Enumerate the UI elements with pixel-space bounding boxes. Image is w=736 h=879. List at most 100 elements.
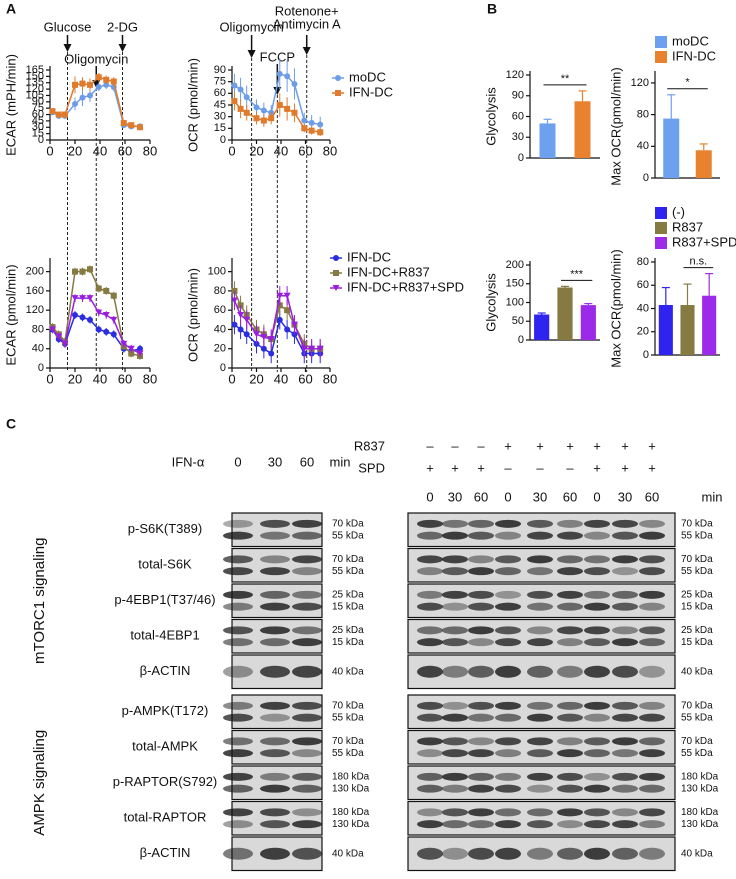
blot	[231, 583, 323, 619]
band	[468, 772, 494, 781]
data-point	[95, 309, 103, 316]
data-point	[267, 336, 275, 343]
band	[292, 665, 322, 678]
marker-label: 25 kDa	[681, 589, 713, 600]
band	[527, 713, 553, 722]
row-label: p-AMPK(T172)	[122, 703, 209, 718]
band	[612, 665, 638, 678]
data-point	[237, 105, 244, 112]
sign: –	[504, 460, 512, 475]
marker-label: 130 kDa	[332, 819, 370, 830]
band	[527, 567, 553, 576]
bar	[539, 123, 556, 158]
legend-swatch	[655, 36, 667, 48]
band	[223, 602, 253, 611]
x-tick-label: 20	[68, 371, 82, 386]
data-point	[49, 326, 56, 333]
band	[495, 602, 521, 611]
marker-label: 180 kDa	[332, 771, 370, 782]
data-point	[276, 316, 283, 323]
data-point	[284, 73, 291, 80]
sign: –	[451, 438, 459, 453]
band	[527, 820, 553, 829]
band	[468, 626, 494, 635]
y-tick-label: 80	[637, 109, 649, 121]
band	[557, 701, 583, 710]
data-point	[237, 312, 245, 318]
significance-label: ***	[570, 268, 584, 280]
time-unit: min	[702, 489, 723, 504]
band	[584, 555, 610, 564]
y-axis-label: ECAR (pmol/min)	[3, 264, 18, 365]
marker-label: 55 kDa	[332, 566, 364, 577]
marker-label: 70 kDa	[681, 554, 713, 565]
band	[639, 820, 665, 829]
band	[584, 626, 610, 635]
legend-label: moDC	[672, 33, 709, 48]
band	[468, 531, 494, 540]
band	[223, 784, 253, 793]
band	[260, 701, 290, 710]
time-label: 60	[300, 454, 314, 469]
x-tick-label: 20	[249, 143, 263, 158]
band	[417, 602, 443, 611]
band	[639, 590, 665, 599]
band	[495, 847, 521, 860]
sign: +	[648, 438, 656, 453]
band	[292, 772, 322, 781]
bar	[658, 305, 673, 355]
band	[557, 531, 583, 540]
band	[417, 555, 443, 564]
blot	[231, 547, 323, 583]
x-tick-label: 80	[143, 371, 157, 386]
marker-label: 40 kDa	[681, 848, 713, 859]
data-point	[284, 105, 291, 112]
band	[639, 772, 665, 781]
band	[442, 590, 468, 599]
time-label: 30	[618, 489, 632, 504]
band	[417, 590, 443, 599]
band	[639, 665, 665, 678]
sign: +	[504, 438, 512, 453]
marker-label: 130 kDa	[681, 783, 719, 794]
band	[223, 847, 253, 860]
band	[292, 784, 322, 793]
data-point	[72, 268, 78, 275]
x-tick-label: 80	[323, 371, 337, 386]
legend-marker	[332, 285, 340, 291]
band	[612, 531, 638, 540]
band	[468, 847, 494, 860]
band	[223, 701, 253, 710]
band	[495, 749, 521, 758]
data-point	[87, 81, 93, 88]
data-point	[137, 124, 143, 131]
band	[223, 531, 253, 540]
band	[442, 808, 468, 817]
legend-label: IFN-DC	[349, 84, 393, 99]
band	[612, 701, 638, 710]
blot	[231, 512, 323, 548]
band	[557, 519, 583, 528]
band	[417, 847, 443, 860]
time-label: 60	[645, 489, 659, 504]
injection-label: Rotenone+	[275, 3, 339, 18]
blot	[231, 765, 323, 801]
sign: +	[621, 460, 629, 475]
panel-label: B	[487, 1, 497, 17]
band	[639, 555, 665, 564]
data-point	[71, 295, 79, 302]
marker-label: 70 kDa	[332, 554, 364, 565]
band	[442, 713, 468, 722]
bar	[695, 150, 712, 178]
data-point	[268, 115, 275, 122]
data-point	[300, 345, 308, 352]
band	[260, 820, 290, 829]
band	[260, 713, 290, 722]
band	[292, 567, 322, 576]
data-point	[308, 345, 316, 352]
band	[292, 713, 322, 722]
time-label: 0	[593, 489, 600, 504]
legend-marker	[333, 255, 339, 261]
sign: +	[477, 460, 485, 475]
band	[468, 784, 494, 793]
